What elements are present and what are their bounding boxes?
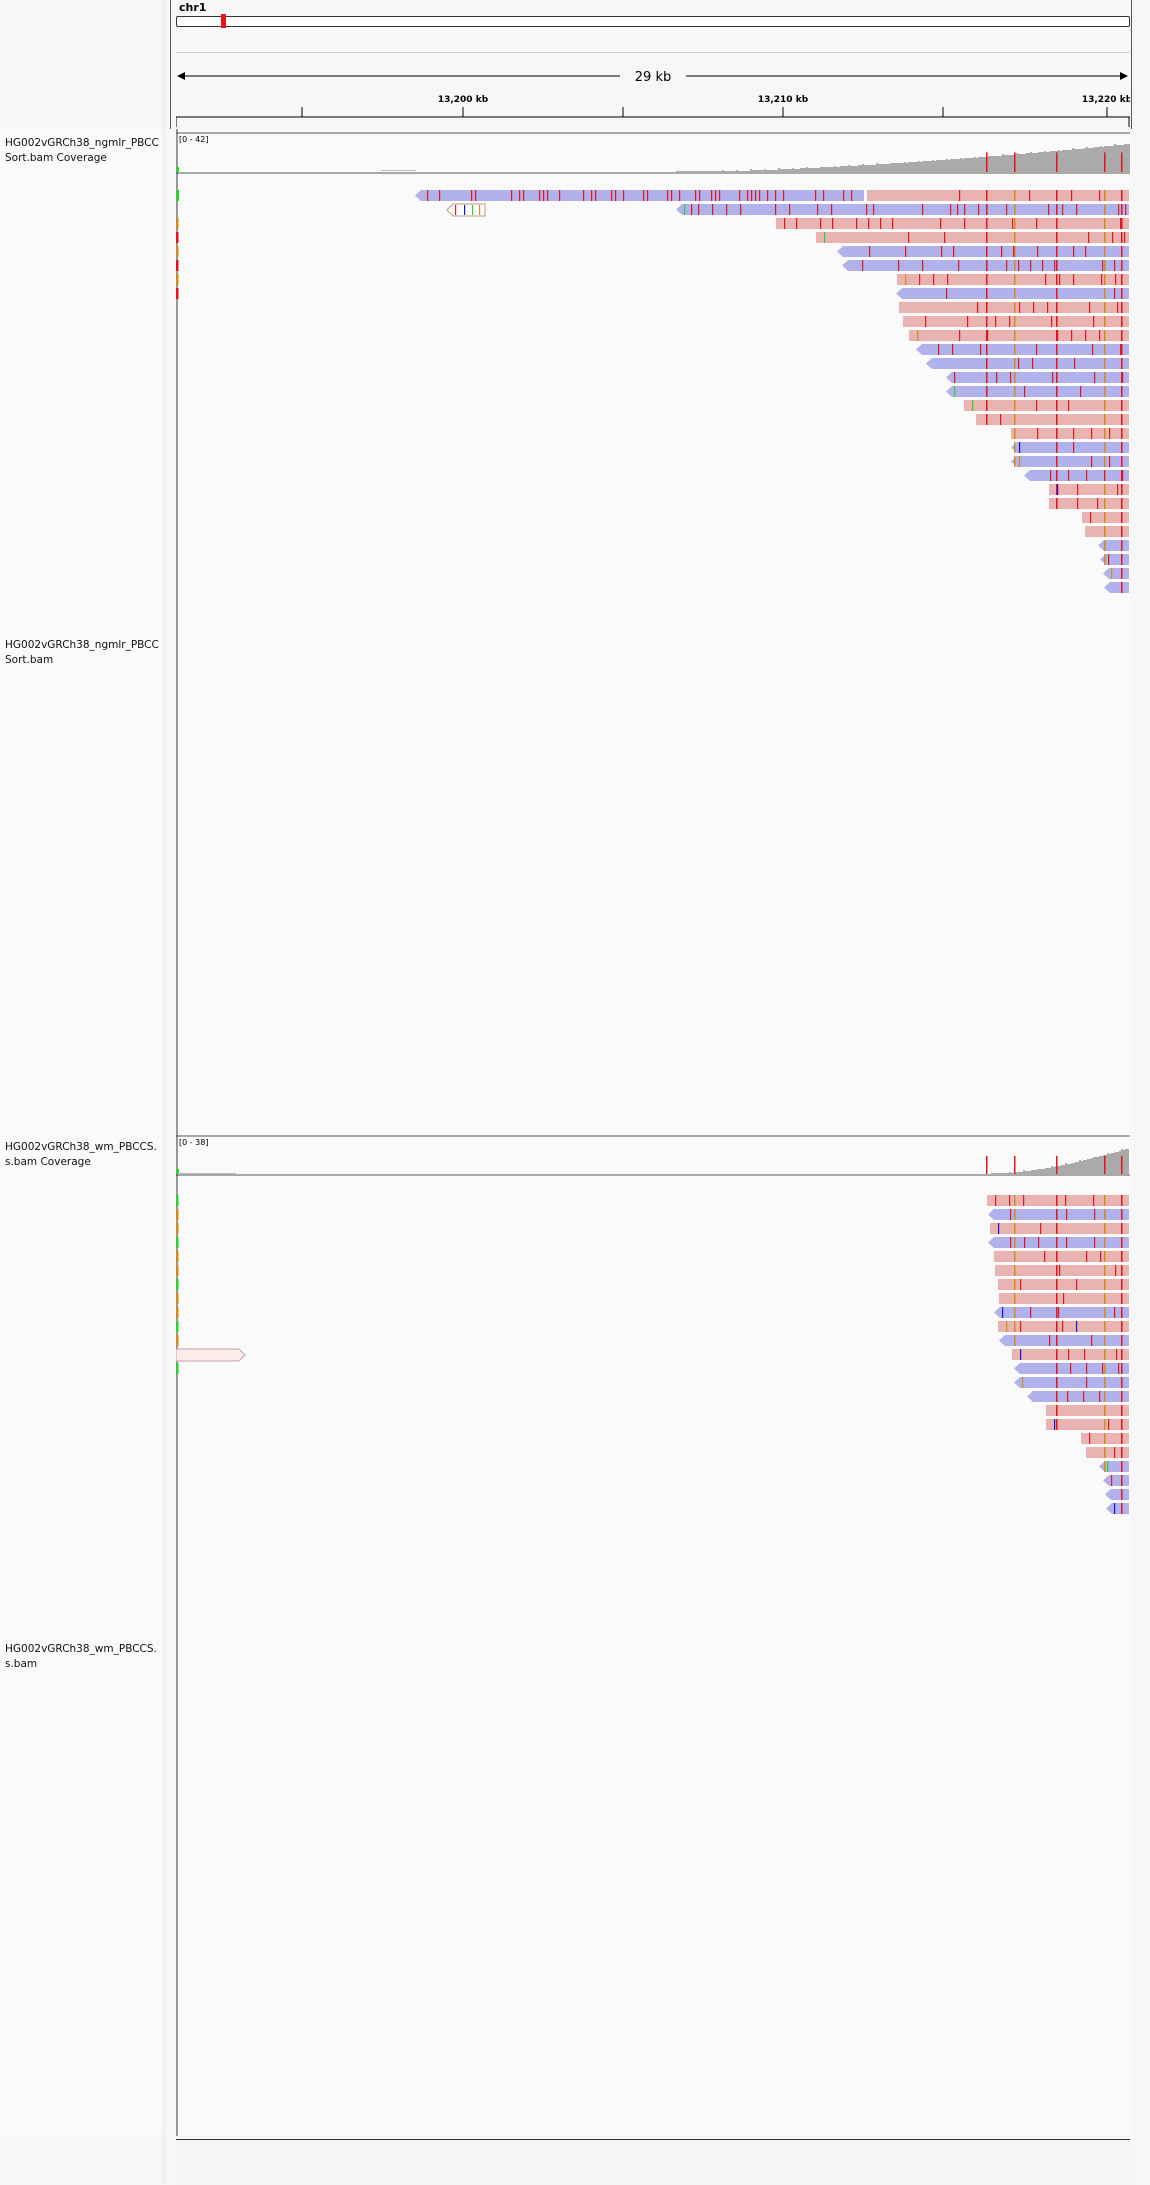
tick-label: 13,200 kb [438, 95, 489, 105]
header-panel: chr1 29 kb 13,200 kb 13,210 kb 13,220 kb [170, 0, 1132, 129]
bottom-feature-panel[interactable] [176, 2139, 1130, 2185]
track-name-coverage-1[interactable]: HG002vGRCh38_ngmlr_PBCCSort.bam Coverage [5, 137, 159, 164]
span-label: 29 kb [635, 70, 671, 85]
coverage-range-label: [0 - 38] [179, 1138, 208, 1147]
track-separators [176, 129, 1130, 2136]
track-name-panel[interactable]: HG002vGRCh38_ngmlr_PBCCSort.bam Coverage… [0, 0, 162, 2135]
span-arrow-left-icon [177, 72, 185, 80]
span-arrow-right-icon [1120, 72, 1128, 80]
chromosome-ideogram[interactable] [176, 14, 1130, 28]
data-panel[interactable]: [0 - 42] [0 - 38] [176, 129, 1130, 2136]
ruler-ticks [301, 107, 1108, 117]
track-name-alignments-1[interactable]: HG002vGRCh38_ngmlr_PBCCSort.bam [5, 639, 159, 666]
track-name-coverage-2[interactable]: HG002vGRCh38_wm_PBCCS.s.bam Coverage [5, 1141, 157, 1168]
coverage-track-2[interactable] [176, 1149, 1129, 1174]
alignment-track-1[interactable] [176, 190, 1129, 593]
panel-background-2 [176, 1136, 1130, 2136]
ruler[interactable]: 29 kb 13,200 kb 13,210 kb 13,220 kb [176, 60, 1130, 127]
track-name-alignments-2[interactable]: HG002vGRCh38_wm_PBCCS.s.bam [5, 1643, 157, 1670]
tick-label: 13,210 kb [758, 95, 809, 105]
panel-divider[interactable] [162, 0, 166, 2184]
ideogram-separator [176, 52, 1130, 53]
alignment-track-2[interactable] [176, 1195, 1129, 1514]
tick-label: 13,220 kb [1082, 95, 1130, 105]
current-region-marker [221, 14, 226, 28]
coverage-range-label: [0 - 42] [179, 135, 208, 144]
chromosome-name[interactable]: chr1 [179, 1, 207, 14]
name-panel-header [0, 0, 162, 129]
coverage-track-1[interactable] [176, 144, 1130, 172]
alignment-canvas[interactable]: [0 - 42] [0 - 38] [176, 129, 1130, 2136]
